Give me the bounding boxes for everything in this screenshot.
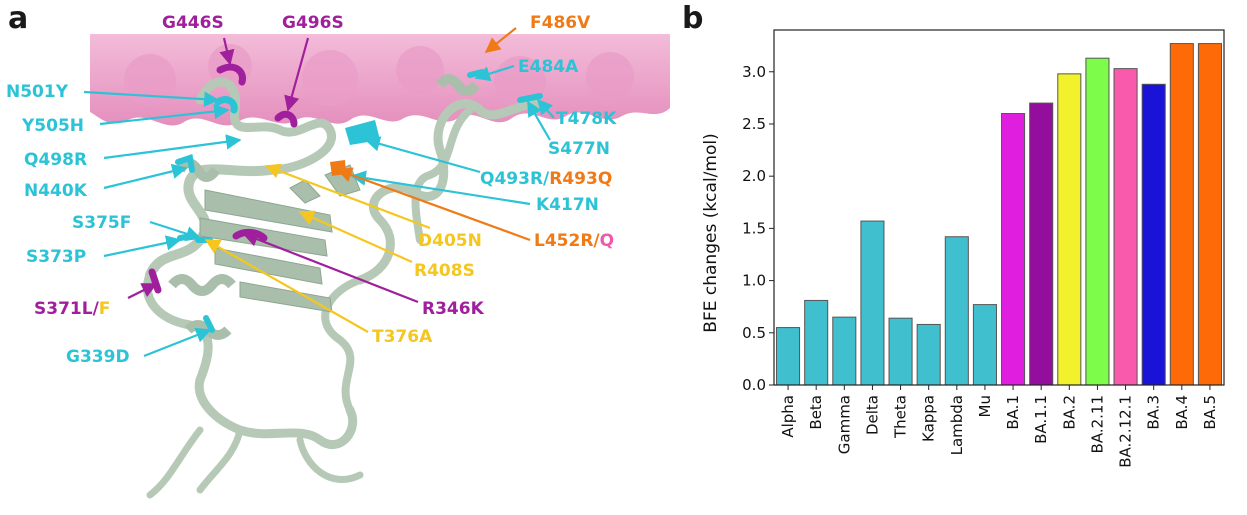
- y-tick-label: 3.0: [742, 63, 766, 81]
- y-axis-label: BFE changes (kcal/mol): [701, 133, 721, 332]
- helices: [168, 74, 480, 340]
- x-tick-label: BA.2: [1060, 395, 1078, 430]
- bar-ba-2-12-1: [1113, 68, 1138, 386]
- label-s371f: F: [99, 299, 111, 319]
- x-tick-label: BA.5: [1201, 395, 1219, 430]
- label-g446s: G446S: [162, 13, 224, 33]
- bar-ba-2-11: [1085, 57, 1110, 386]
- bar-mu: [972, 304, 997, 386]
- bar-lambda: [944, 236, 969, 386]
- x-tick-label: Gamma: [835, 395, 853, 454]
- x-tick-label: BA.2.11: [1088, 395, 1106, 453]
- label-l452-slash: /: [593, 231, 600, 251]
- y-tick-label: 2.5: [742, 115, 766, 133]
- label-l452r: L452R: [534, 231, 593, 251]
- y-tick-label: 1.0: [742, 272, 766, 290]
- bar-alpha: [776, 327, 801, 386]
- label-s371l-f: S371L/F: [34, 299, 110, 319]
- label-s373p: S373P: [26, 247, 86, 267]
- label-s371l: S371L: [34, 299, 93, 319]
- bar-ba-5: [1197, 43, 1222, 386]
- label-y505h: Y505H: [21, 116, 84, 136]
- label-t376a: T376A: [372, 327, 433, 347]
- x-tick-label: BA.4: [1173, 395, 1191, 430]
- y-ticks: 0.0 0.5 1.0 1.5 2.0 2.5 3.0: [742, 63, 774, 394]
- label-s371-slash: /: [93, 299, 100, 319]
- panel-a: a: [6, 1, 670, 499]
- label-g496s: G496S: [282, 13, 344, 33]
- label-l452q: Q: [600, 231, 614, 251]
- x-tick-label: BA.1.1: [1032, 395, 1050, 444]
- x-tick-label: BA.3: [1145, 395, 1163, 430]
- x-tick-label: Mu: [976, 395, 994, 417]
- x-tick-label: Theta: [892, 395, 910, 439]
- bar-ba-2: [1057, 73, 1082, 386]
- bar-ba-4: [1169, 43, 1194, 386]
- x-tick-label: Beta: [807, 395, 825, 430]
- panel-b: b BFE changes (kcal/mol) 0.0 0.5 1.0 1.5 2.0…: [682, 1, 1225, 468]
- plot-frame: [773, 29, 1225, 386]
- y-tick-label: 2.0: [742, 167, 766, 185]
- label-f486v: F486V: [530, 13, 591, 33]
- y-tick-label: 1.5: [742, 219, 766, 237]
- bar-theta: [888, 317, 913, 386]
- bar-ba-1: [1001, 113, 1026, 386]
- label-r408s: R408S: [414, 261, 475, 281]
- label-q493r: Q493R: [480, 169, 543, 189]
- label-k417n: K417N: [536, 195, 599, 215]
- label-q493r-slash: /: [543, 169, 550, 189]
- bars: [776, 43, 1222, 386]
- label-g339d: G339D: [66, 347, 130, 367]
- y-tick-label: 0.5: [742, 324, 766, 342]
- label-q498r: Q498R: [24, 150, 87, 170]
- label-s375f: S375F: [72, 213, 131, 233]
- label-n440k: N440K: [24, 181, 88, 201]
- x-tick-label: Alpha: [779, 395, 797, 438]
- label-n501y: N501Y: [6, 82, 69, 102]
- label-t478k: T478K: [556, 109, 617, 129]
- bar-ba-3: [1141, 83, 1166, 386]
- x-tick-label: Lambda: [948, 395, 966, 455]
- label-arrows: [83, 27, 555, 358]
- bar-beta: [804, 299, 829, 386]
- mutation-labels: G446S G496S F486V N501Y E484A Y505H T478…: [6, 13, 617, 367]
- label-s477n: S477N: [548, 139, 610, 159]
- label-r346k: R346K: [422, 299, 485, 319]
- bar-delta: [860, 220, 885, 386]
- y-tick-label: 0.0: [742, 376, 766, 394]
- label-q493r-r493q: Q493R/R493Q: [480, 169, 612, 189]
- label-r493q: R493Q: [549, 169, 612, 189]
- x-ticks: Alpha Beta Gamma Delta Theta Kappa Lambda Mu BA.…: [779, 385, 1219, 468]
- panel-b-letter: b: [682, 1, 703, 36]
- bar-ba-1-1: [1029, 102, 1054, 386]
- label-d405n: D405N: [418, 231, 482, 251]
- label-l452r-q: L452R/Q: [534, 231, 614, 251]
- panel-a-letter: a: [8, 1, 28, 36]
- x-tick-label: Delta: [863, 395, 881, 435]
- x-tick-label: Kappa: [920, 395, 938, 442]
- label-e484a: E484A: [518, 57, 579, 77]
- bar-kappa: [916, 323, 941, 386]
- bar-gamma: [832, 316, 857, 386]
- x-tick-label: BA.2.12.1: [1117, 395, 1135, 468]
- x-tick-label: BA.1: [1004, 395, 1022, 430]
